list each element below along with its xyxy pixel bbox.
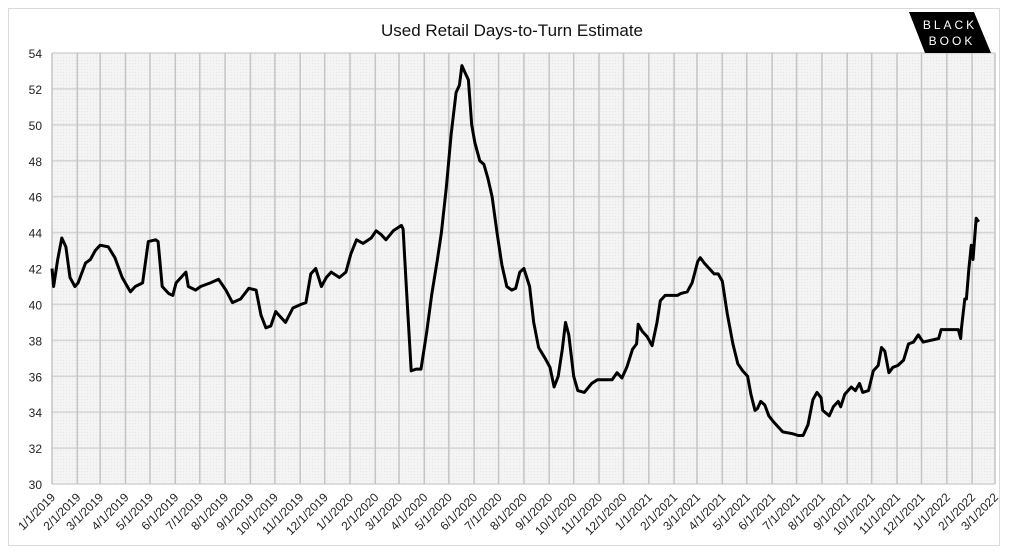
y-tick-label: 48	[29, 155, 43, 169]
logo-line1: BLACK	[923, 18, 977, 32]
y-tick-label: 34	[29, 406, 43, 420]
x-axis-ticks: 1/1/20192/1/20193/1/20194/1/20195/1/2019…	[15, 490, 1001, 538]
y-tick-label: 38	[29, 334, 43, 348]
y-tick-label: 52	[29, 83, 43, 97]
chart-title: Used Retail Days-to-Turn Estimate	[381, 21, 643, 40]
logo-line2: BOOK	[929, 34, 976, 48]
black-book-logo: BLACK BOOK	[909, 12, 991, 53]
gridlines	[51, 52, 996, 485]
y-tick-label: 42	[29, 263, 43, 277]
y-tick-label: 30	[29, 478, 43, 492]
y-tick-label: 36	[29, 370, 43, 384]
series-line	[50, 64, 980, 437]
y-tick-label: 46	[29, 191, 43, 205]
y-tick-label: 50	[29, 119, 43, 133]
y-tick-label: 44	[29, 227, 43, 241]
y-tick-label: 32	[29, 442, 43, 456]
y-tick-label: 54	[29, 47, 43, 61]
y-axis-ticks: 30 32 34 36 38 40 42 44 46 48 50 52 54	[29, 47, 43, 492]
y-tick-label: 40	[29, 298, 43, 312]
chart-frame	[8, 8, 1000, 546]
